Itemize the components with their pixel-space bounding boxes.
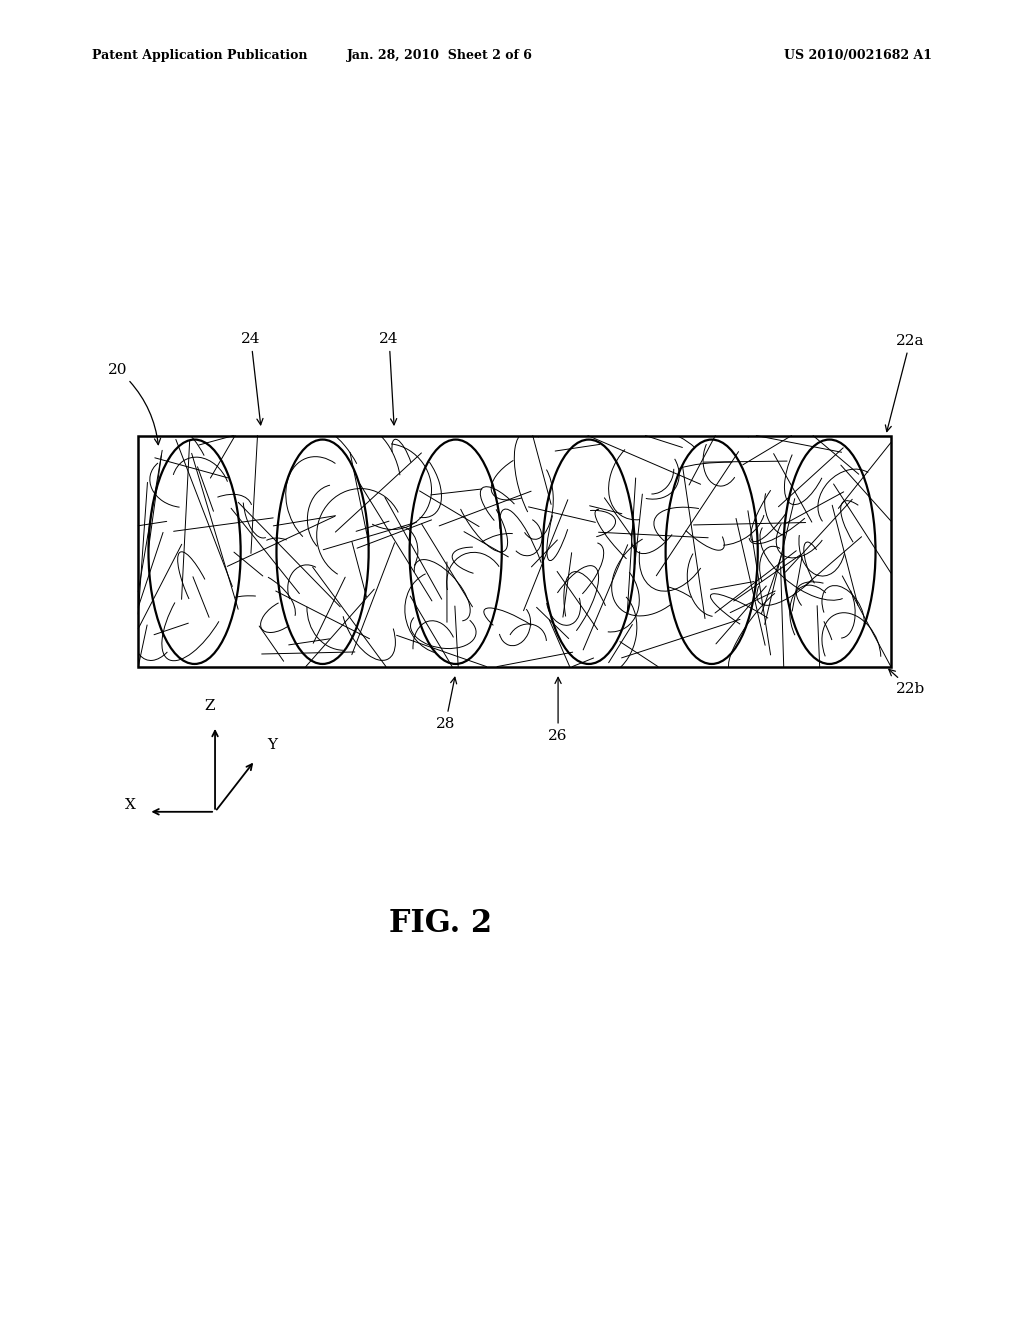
Text: 24: 24	[241, 331, 263, 425]
Text: Z: Z	[205, 698, 215, 713]
Text: Y: Y	[267, 738, 278, 752]
Text: Jan. 28, 2010  Sheet 2 of 6: Jan. 28, 2010 Sheet 2 of 6	[347, 49, 534, 62]
Text: 24: 24	[379, 331, 399, 425]
Text: 26: 26	[548, 677, 568, 743]
Text: US 2010/0021682 A1: US 2010/0021682 A1	[783, 49, 932, 62]
Text: X: X	[125, 799, 136, 812]
Text: 20: 20	[108, 363, 161, 445]
Text: 28: 28	[436, 677, 457, 731]
Text: 22a: 22a	[886, 334, 925, 432]
Text: 22b: 22b	[889, 669, 926, 696]
Text: Patent Application Publication: Patent Application Publication	[92, 49, 307, 62]
Text: FIG. 2: FIG. 2	[389, 908, 492, 940]
Bar	[138, 436, 891, 667]
